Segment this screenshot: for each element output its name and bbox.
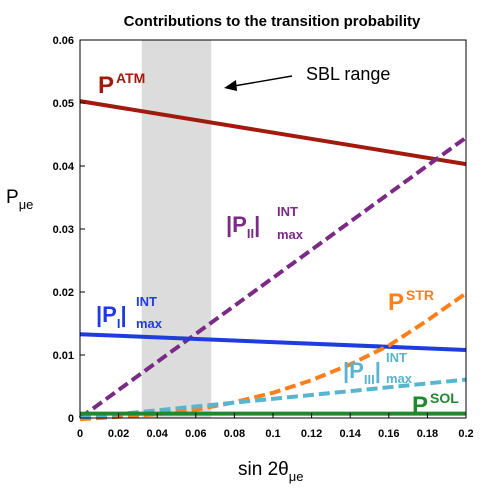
y-tick-label: 0 bbox=[68, 413, 74, 425]
str-label-sup: STR bbox=[406, 287, 434, 303]
x-tick-label: 0.1 bbox=[265, 428, 280, 440]
sbl-arrow-line bbox=[233, 75, 293, 87]
series-line-int1 bbox=[79, 332, 467, 352]
y-axis-label-sub: μe bbox=[19, 197, 34, 212]
int1-label-bar: | bbox=[120, 302, 126, 327]
sbl-shaded-region bbox=[141, 40, 212, 418]
tick-labels: 0 0.02 0.04 0.06 0.08 0.1 0.12 0.14 0.16 0.18 0.2 0… bbox=[53, 35, 474, 440]
sbl-shade-rect bbox=[141, 40, 212, 418]
x-tick-label: 0.2 bbox=[458, 428, 473, 440]
sbl-arrow bbox=[224, 75, 293, 91]
sol-label-sup: SOL bbox=[430, 390, 459, 406]
plot-area bbox=[80, 40, 466, 418]
str-label-main: P bbox=[388, 289, 404, 316]
int2-label-main: |P bbox=[226, 212, 247, 237]
x-tick-label: 0 bbox=[77, 428, 83, 440]
sbl-range-label: SBL range bbox=[306, 64, 390, 84]
y-tick-label: 0.03 bbox=[53, 224, 74, 236]
int1-label-main: |P bbox=[96, 302, 117, 327]
int1-label-sup: INT bbox=[136, 294, 157, 309]
int2-label-sub: II bbox=[247, 226, 254, 241]
int3-label-bar: | bbox=[375, 358, 381, 383]
int2-label-bar: | bbox=[254, 212, 260, 237]
int2-label-sup: INT bbox=[277, 204, 298, 219]
sol-label: P SOL bbox=[412, 390, 459, 419]
int3-label-main: |P bbox=[343, 358, 364, 383]
str-label: P STR bbox=[388, 287, 434, 316]
x-axis-label-main: sin 2θ bbox=[238, 459, 289, 480]
int1-label: |PI| bbox=[96, 302, 127, 331]
atm-label: P ATM bbox=[98, 70, 145, 99]
y-axis-label: Pμe bbox=[6, 187, 33, 212]
x-tick-label: 0.16 bbox=[378, 428, 399, 440]
y-tick-label: 0.05 bbox=[53, 98, 74, 110]
x-tick-label: 0.14 bbox=[339, 428, 361, 440]
plot-background bbox=[80, 40, 466, 418]
x-tick-label: 0.12 bbox=[301, 428, 322, 440]
x-axis-label: sin 2θμe bbox=[238, 459, 303, 484]
int3-label-sub: III bbox=[364, 372, 375, 387]
chart-title: Contributions to the transition probabil… bbox=[124, 13, 421, 30]
int2-label: |PII| bbox=[226, 212, 260, 241]
x-axis-label-sub: μe bbox=[289, 469, 304, 484]
series-annotations: P ATM |PII| INT max |PI| INT max P STR |PI… bbox=[96, 64, 459, 419]
y-tick-label: 0.02 bbox=[53, 287, 74, 299]
x-tick-label: 0.06 bbox=[185, 428, 206, 440]
sbl-arrow-head bbox=[224, 80, 237, 91]
int1-label-sub: I bbox=[117, 316, 121, 331]
sol-label-main: P bbox=[412, 392, 428, 419]
y-axis-label-main: P bbox=[6, 187, 19, 208]
int3-label: |PIII| bbox=[343, 358, 381, 387]
int1-label-sub2: max bbox=[136, 316, 163, 331]
int2-label-sub2: max bbox=[277, 227, 304, 242]
int3-label-sup: INT bbox=[386, 350, 407, 365]
x-tick-label: 0.08 bbox=[224, 428, 245, 440]
y-tick-label: 0.06 bbox=[53, 35, 74, 47]
atm-label-sup: ATM bbox=[116, 70, 145, 86]
series-line-atm bbox=[79, 99, 467, 167]
x-tick-label: 0.02 bbox=[108, 428, 129, 440]
ticks-layer bbox=[79, 39, 467, 419]
x-tick-label: 0.18 bbox=[417, 428, 438, 440]
y-tick-label: 0.01 bbox=[53, 350, 74, 362]
x-tick-label: 0.04 bbox=[146, 428, 168, 440]
y-tick-label: 0.04 bbox=[53, 161, 75, 173]
atm-label-main: P bbox=[98, 72, 114, 99]
int3-label-sub2: max bbox=[386, 371, 413, 386]
